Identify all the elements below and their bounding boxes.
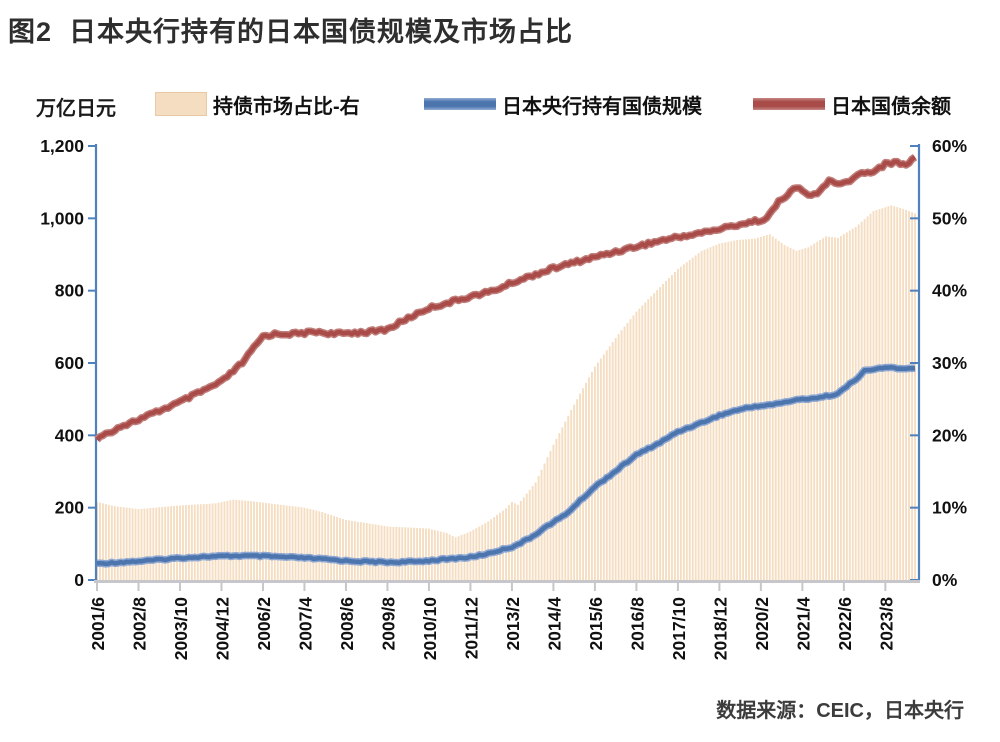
boj-holdings-line bbox=[96, 363, 916, 568]
svg-text:2010/10: 2010/10 bbox=[420, 597, 440, 661]
svg-text:0%: 0% bbox=[932, 570, 958, 590]
svg-text:2009/8: 2009/8 bbox=[378, 597, 398, 651]
svg-text:0: 0 bbox=[74, 570, 84, 590]
red-line-swatch-icon bbox=[753, 98, 825, 110]
svg-text:2020/2: 2020/2 bbox=[752, 597, 772, 651]
svg-text:2022/6: 2022/6 bbox=[835, 597, 855, 651]
svg-text:2011/12: 2011/12 bbox=[461, 597, 481, 660]
svg-text:1,200: 1,200 bbox=[40, 136, 84, 156]
legend-label-market-share: 持债市场占比-右 bbox=[213, 95, 360, 118]
left-axis-unit-label: 万亿日元 bbox=[36, 98, 116, 120]
data-source: 数据来源：CEIC，日本央行 bbox=[716, 700, 964, 722]
svg-text:2013/2: 2013/2 bbox=[503, 597, 523, 651]
svg-text:10%: 10% bbox=[932, 498, 967, 518]
svg-text:2007/4: 2007/4 bbox=[295, 597, 315, 651]
svg-text:2015/6: 2015/6 bbox=[586, 597, 606, 651]
svg-text:2018/12: 2018/12 bbox=[710, 597, 730, 661]
market-share-bars bbox=[96, 205, 916, 581]
svg-text:2008/6: 2008/6 bbox=[337, 597, 357, 651]
svg-text:20%: 20% bbox=[932, 425, 967, 445]
jgb-outstanding-line bbox=[94, 153, 918, 443]
svg-text:50%: 50% bbox=[932, 208, 967, 228]
svg-text:2016/8: 2016/8 bbox=[627, 597, 647, 651]
svg-text:200: 200 bbox=[55, 498, 84, 518]
x-axis bbox=[94, 580, 920, 591]
svg-text:800: 800 bbox=[55, 281, 84, 301]
right-axis: 0% 10% 20% 30% 40% 50% 60% bbox=[910, 136, 967, 590]
legend-item-jgb-outstanding: 日本国债余额 bbox=[753, 88, 951, 120]
svg-text:2017/10: 2017/10 bbox=[669, 597, 689, 661]
x-axis-labels: 2001/6 2002/8 2003/10 2004/12 2006/2 2007/4 20… bbox=[88, 597, 896, 661]
legend-item-boj-holdings: 日本央行持有国债规模 bbox=[424, 88, 702, 120]
blue-line-swatch-icon bbox=[424, 98, 496, 110]
svg-text:400: 400 bbox=[55, 425, 84, 445]
svg-text:2003/10: 2003/10 bbox=[171, 597, 191, 661]
svg-text:2001/6: 2001/6 bbox=[88, 597, 108, 651]
legend-label-jgb-outstanding: 日本国债余额 bbox=[831, 95, 951, 118]
svg-text:2004/12: 2004/12 bbox=[212, 597, 232, 661]
svg-text:60%: 60% bbox=[932, 136, 967, 156]
figure-title: 图2 日本央行持有的日本国债规模及市场占比 bbox=[8, 17, 574, 47]
svg-text:2023/8: 2023/8 bbox=[876, 597, 896, 651]
svg-text:2021/4: 2021/4 bbox=[793, 597, 813, 651]
left-axis: 0 200 400 600 800 1,000 1,200 bbox=[40, 136, 98, 590]
svg-text:1,000: 1,000 bbox=[40, 208, 84, 228]
legend-item-market-share: 持债市场占比-右 bbox=[155, 88, 360, 120]
svg-text:600: 600 bbox=[55, 353, 84, 373]
bar-swatch-icon bbox=[155, 92, 207, 116]
svg-text:2014/4: 2014/4 bbox=[544, 597, 564, 651]
svg-text:2006/2: 2006/2 bbox=[254, 597, 274, 651]
svg-text:2002/8: 2002/8 bbox=[129, 597, 149, 651]
svg-text:40%: 40% bbox=[932, 281, 967, 301]
svg-text:30%: 30% bbox=[932, 353, 967, 373]
legend-label-boj-holdings: 日本央行持有国债规模 bbox=[502, 95, 702, 118]
